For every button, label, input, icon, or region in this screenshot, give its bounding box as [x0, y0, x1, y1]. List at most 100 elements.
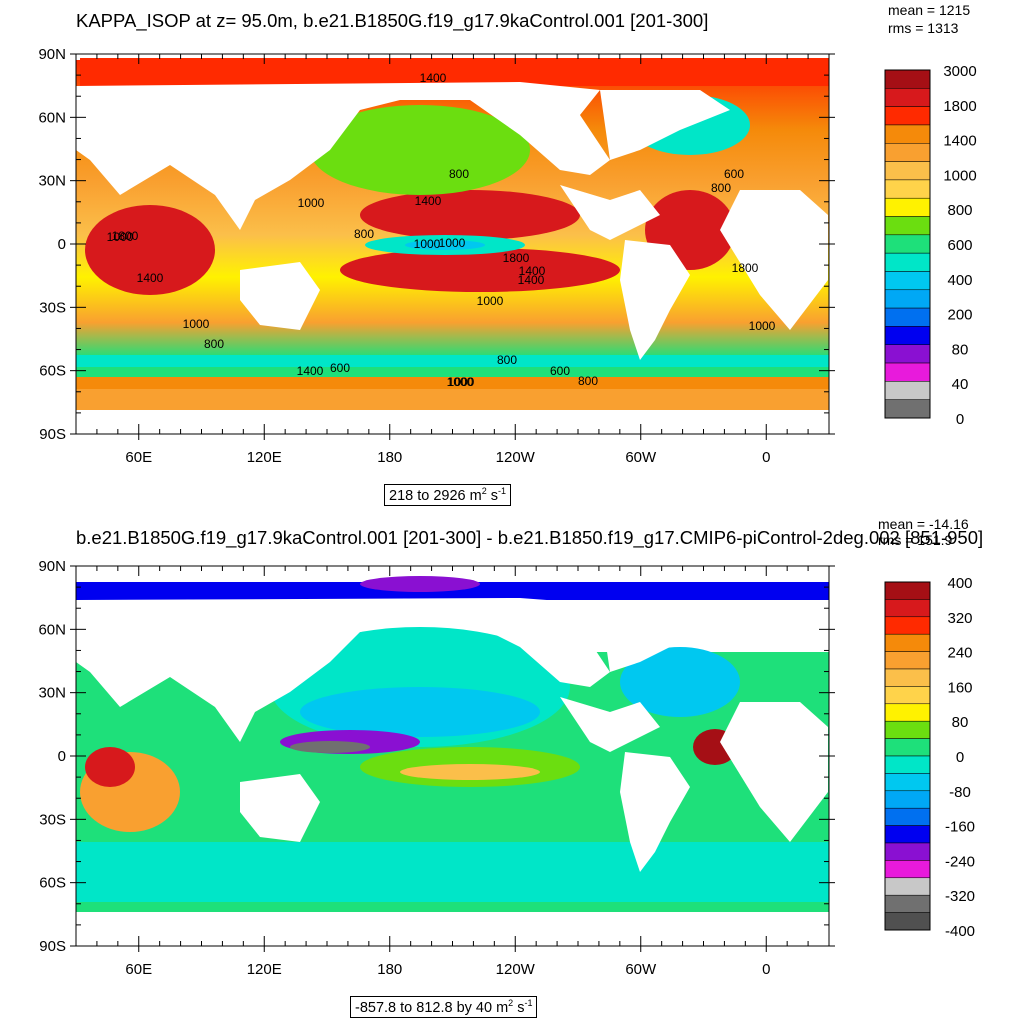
- arctic-negative-band: [76, 582, 829, 600]
- colorbar-label: 800: [947, 202, 972, 219]
- australia-land: [240, 774, 320, 842]
- mean-stat: mean = -14.16: [878, 516, 969, 532]
- contour-label: 1800: [732, 261, 759, 275]
- colorbar-swatch: [884, 633, 931, 652]
- rms-stat: rms = 1313: [888, 20, 959, 36]
- contour-label: 1400: [415, 194, 442, 208]
- lat-tick-label: 60S: [39, 363, 66, 380]
- contour-label: 1000: [448, 375, 475, 389]
- contour-label: 600: [330, 361, 350, 375]
- colorbar-swatch: [884, 399, 931, 419]
- colorbar-swatch: [884, 912, 931, 931]
- colorbar-swatch: [884, 197, 931, 217]
- range-text: -857.8 to 812.8 by 40 m: [355, 999, 509, 1016]
- colorbar-frame: [884, 581, 931, 931]
- lon-tick-label: 60W: [625, 961, 657, 978]
- contour-label: 1000: [414, 237, 441, 251]
- colorbar-swatch: [884, 307, 931, 327]
- contour-label: 1400: [518, 273, 545, 287]
- north-america-land: [600, 90, 730, 160]
- lon-tick-label: 0: [762, 961, 770, 978]
- contour-label: 800: [449, 167, 469, 181]
- south-america-land: [620, 752, 690, 872]
- colorbar-label: 0: [956, 411, 964, 428]
- range-mid: s: [513, 999, 525, 1016]
- southern-ocean-band: [76, 842, 829, 902]
- lat-tick-label: 90N: [38, 558, 66, 575]
- colorbar-swatch: [884, 703, 931, 722]
- south-america-land: [620, 240, 690, 360]
- antarctica-land: [76, 912, 829, 946]
- colorbar-swatch: [884, 599, 931, 618]
- lat-tick-label: 0: [58, 748, 66, 765]
- north-pacific-negative-core: [300, 687, 540, 737]
- arctic-negative-core: [360, 576, 480, 592]
- range-sup1: 2: [508, 998, 514, 1008]
- colorbar-swatch: [884, 668, 931, 687]
- colorbar-label: 160: [947, 679, 972, 696]
- eurasia-land: [76, 82, 610, 230]
- range-sup2: -1: [524, 998, 533, 1008]
- southern-band-4: [76, 389, 829, 414]
- contour-labels: 1400800100080010001400100080010001400180…: [107, 71, 776, 389]
- colorbar-label: 3000: [943, 63, 976, 80]
- contour-label: 800: [711, 181, 731, 195]
- southern-band-2: [76, 367, 829, 377]
- colorbar-swatch: [884, 106, 931, 126]
- lon-tick-label: 120E: [247, 449, 282, 466]
- contour-label: 1000: [298, 196, 325, 210]
- colorbar-label: -240: [945, 853, 975, 870]
- colorbar-swatch: [884, 88, 931, 107]
- contour-label: 1400: [519, 264, 546, 278]
- range-mid: s: [486, 487, 499, 504]
- lat-tick-label: 90S: [39, 938, 66, 955]
- colorbar-label: 40: [952, 376, 969, 393]
- arctic-band: [80, 58, 829, 86]
- contour-label: 1800: [112, 229, 139, 243]
- colorbar-frame: [884, 69, 931, 419]
- lat-tick-label: 60N: [38, 621, 66, 638]
- difference-map: 90N 60N 30N 0 30S 60S 90S 60E 120E 180 120W 60W 0 40…: [38, 558, 975, 978]
- difference-panel: b.e21.B1850G.f19_g17.9kaControl.001 [201…: [0, 512, 1024, 1024]
- contour-label: 800: [354, 227, 374, 241]
- colorbar-label: -80: [949, 784, 971, 801]
- colorbar-swatch: [884, 807, 931, 826]
- field-layer: [76, 58, 829, 434]
- colorbar: 400 320 240 160 80 0 -80 -160 -240 -320 -400: [884, 575, 975, 940]
- colorbar-swatch: [884, 825, 931, 844]
- colorbar-swatch: [884, 894, 931, 913]
- contour-label: 1000: [477, 294, 504, 308]
- colorbar-swatch: [884, 234, 931, 254]
- map-axes: 90N 60N 30N 0 30S 60S 90S 60E 120E 180 120W 60W 0: [38, 46, 835, 466]
- contour-label: 1800: [503, 251, 530, 265]
- lon-tick-label: 60W: [625, 449, 657, 466]
- lat-tick-label: 30N: [38, 173, 66, 190]
- kappa-isop-panel: KAPPA_ISOP at z= 95.0m, b.e21.B1850G.f19…: [38, 2, 977, 506]
- colorbar-label: -160: [945, 819, 975, 836]
- colorbar-swatch: [884, 161, 931, 181]
- colorbar-label: 200: [947, 307, 972, 324]
- contour-label: 1400: [137, 271, 164, 285]
- lat-tick-label: 90S: [39, 426, 66, 443]
- colorbar-label: -320: [945, 888, 975, 905]
- indian-high: [85, 205, 215, 295]
- lat-tick-label: 60N: [38, 109, 66, 126]
- lon-tick-label: 120W: [496, 961, 536, 978]
- lat-tick-label: 90N: [38, 46, 66, 63]
- lat-tick-label: 0: [58, 236, 66, 253]
- contour-label: 600: [550, 364, 570, 378]
- lat-tick-label: 30N: [38, 685, 66, 702]
- range-label: 218 to 2926 m2 s-1: [384, 484, 512, 506]
- colorbar-label: 320: [947, 610, 972, 627]
- colorbar-swatch: [884, 686, 931, 705]
- africa-land: [720, 190, 828, 330]
- lon-tick-label: 180: [377, 961, 402, 978]
- contour-label: 1000: [107, 230, 134, 244]
- north-pacific-low: [310, 105, 530, 195]
- range-sup2: -1: [498, 486, 507, 496]
- southern-band-3: [76, 377, 829, 389]
- colorbar-swatch: [884, 381, 931, 400]
- colorbar-swatch: [884, 216, 931, 236]
- kappa-map: 1400800100080010001400100080010001400180…: [38, 46, 977, 466]
